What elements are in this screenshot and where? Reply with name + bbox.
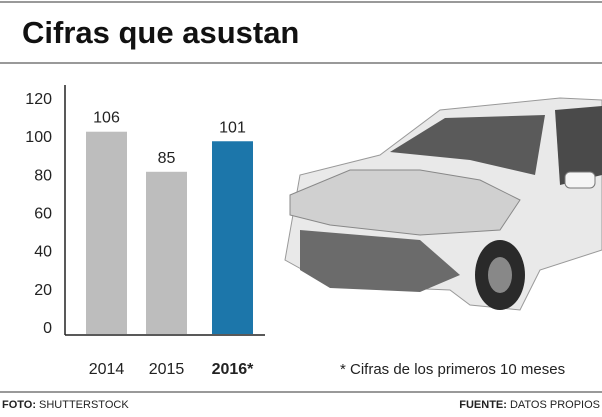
y-tick-label: 120 [25, 91, 52, 108]
data-source: FUENTE: DATOS PROPIOS [459, 399, 600, 411]
y-tick-label: 0 [43, 320, 52, 337]
bar [212, 141, 253, 334]
bar [146, 171, 187, 334]
x-tick-label: 2015 [149, 361, 185, 378]
y-tick-label: 60 [34, 206, 52, 223]
y-tick-label: 20 [34, 282, 52, 299]
source-name: DATOS PROPIOS [510, 399, 600, 411]
car-photo [284, 97, 602, 311]
value-label: 85 [158, 150, 176, 167]
photo-credit: FOTO: SHUTTERSTOCK [2, 399, 129, 411]
footnote: * Cifras de los primeros 10 meses [340, 361, 565, 378]
y-tick-label: 80 [34, 167, 52, 184]
photo-source: SHUTTERSTOCK [39, 399, 129, 411]
x-tick-label: 2016* [212, 361, 255, 378]
value-label: 106 [93, 110, 120, 127]
x-tick-label: 2014 [89, 361, 125, 378]
value-label: 101 [219, 119, 246, 136]
source-label: FUENTE: [459, 399, 507, 411]
bar [86, 131, 127, 334]
photo-label: FOTO: [2, 399, 36, 411]
y-tick-label: 40 [34, 244, 52, 261]
y-tick-label: 100 [25, 129, 52, 146]
chart-title: Cifras que asustan [22, 15, 299, 50]
